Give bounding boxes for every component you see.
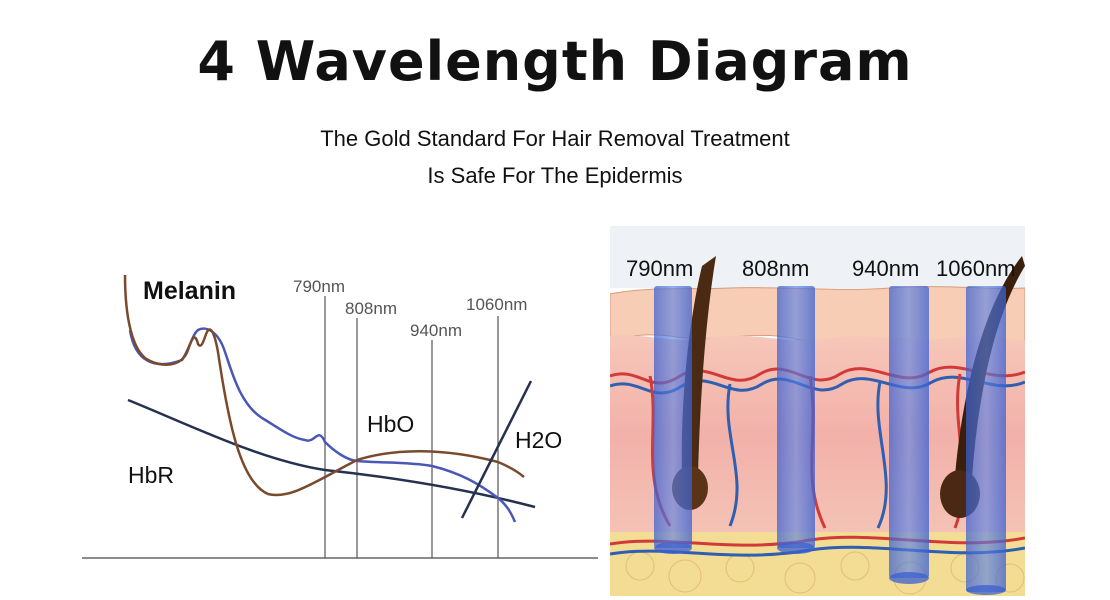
skin-wavelength-label-940: 940nm <box>852 256 919 281</box>
beam-808 <box>777 286 815 548</box>
hbr-curve <box>127 398 536 509</box>
subtitle-line-1: The Gold Standard For Hair Removal Treat… <box>320 126 790 151</box>
subtitle-line-2: Is Safe For The Epidermis <box>427 163 683 188</box>
wavelength-label-808: 808nm <box>345 299 397 318</box>
hbr-label: HbR <box>128 462 174 488</box>
skin-wavelength-label-808: 808nm <box>742 256 809 281</box>
h2o-curve <box>460 380 533 519</box>
wavelength-label-940: 940nm <box>410 321 462 340</box>
melanin-label: Melanin <box>143 277 236 305</box>
beam-1060 <box>966 286 1006 592</box>
wavelength-label-790: 790nm <box>293 277 345 296</box>
h2o-label: H2O <box>515 427 562 453</box>
skin-cross-section-illustration: 790nm 808nm 940nm 1060nm <box>610 226 1025 596</box>
beam-940 <box>889 286 929 578</box>
beam-790 <box>654 286 692 548</box>
skin-wavelength-label-790: 790nm <box>626 256 693 281</box>
page-title: 4 Wavelength Diagram <box>197 30 913 93</box>
skin-wavelength-label-1060: 1060nm <box>936 256 1016 281</box>
laser-beams <box>654 286 1006 595</box>
absorption-spectrum-chart: 790nm 808nm 940nm 1060nm Melanin HbO HbR… <box>82 274 598 559</box>
air-layer <box>610 226 1025 288</box>
wavelength-label-1060: 1060nm <box>466 295 527 314</box>
hbo-label: HbO <box>367 411 414 437</box>
melanin-curve <box>123 274 525 497</box>
